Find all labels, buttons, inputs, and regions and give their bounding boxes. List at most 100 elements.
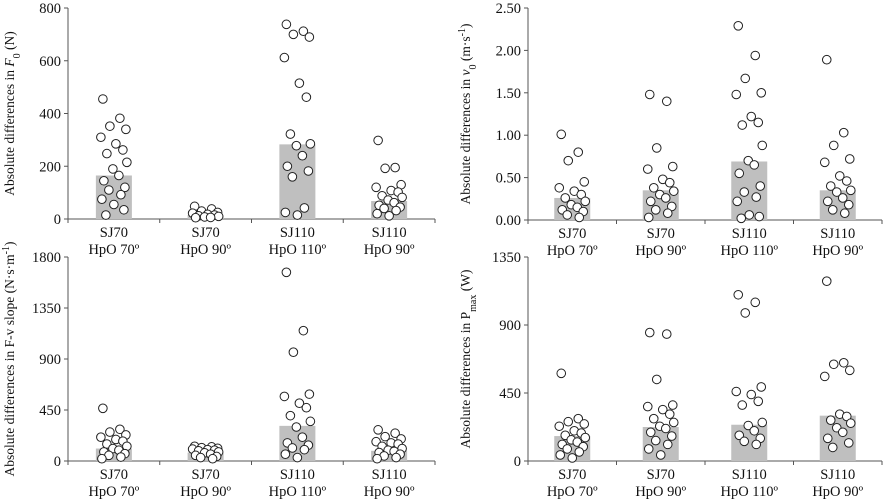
data-point: [213, 211, 224, 222]
data-point: [645, 427, 656, 438]
data-point: [390, 162, 400, 173]
data-point: [379, 203, 389, 214]
data-point: [661, 329, 672, 339]
data-point: [563, 416, 574, 427]
data-point: [828, 359, 839, 370]
data-point: [827, 205, 838, 215]
data-point: [731, 89, 742, 100]
data-point: [750, 297, 761, 308]
data-point: [580, 196, 591, 207]
y-axis-title: Absolute differences in v0 (m·s-1): [457, 23, 479, 204]
bar: [371, 450, 408, 461]
data-point: [573, 147, 584, 157]
data-point: [390, 428, 400, 439]
data-point: [743, 420, 754, 431]
x-tick-label: SJ70: [192, 225, 220, 241]
x-tick-label: HpO 70º: [547, 484, 598, 500]
data-point: [734, 168, 745, 179]
data-point: [299, 203, 310, 213]
y-tick-label: 2.00: [496, 43, 521, 59]
data-point: [567, 453, 578, 463]
data-point: [662, 208, 673, 219]
data-point: [668, 186, 679, 196]
x-tick-label: SJ70: [100, 225, 128, 241]
data-point: [664, 409, 675, 419]
y-tick-label: 1350: [492, 250, 521, 266]
data-point: [843, 438, 854, 448]
data-point: [750, 50, 761, 61]
data-point: [287, 443, 298, 453]
data-point: [834, 171, 845, 181]
data-point: [397, 192, 407, 203]
data-point: [821, 54, 832, 65]
data-point: [96, 432, 106, 443]
data-point: [108, 164, 118, 174]
data-point: [757, 417, 768, 428]
data-point: [299, 444, 310, 455]
data-point: [660, 193, 671, 203]
x-tick-label: SJ110: [280, 467, 315, 483]
data-point: [642, 164, 653, 174]
y-tick-label: 1350: [32, 301, 61, 317]
data-point: [827, 442, 838, 453]
x-tick-label: SJ110: [820, 467, 855, 483]
data-point: [822, 433, 833, 444]
data-point: [297, 150, 308, 161]
data-point: [749, 425, 760, 436]
data-point: [644, 327, 655, 338]
data-point: [105, 121, 115, 131]
data-point: [292, 452, 303, 463]
x-tick-label: SJ70: [558, 467, 586, 483]
x-tick-label: SJ110: [280, 225, 315, 241]
y-tick-label: 600: [39, 54, 61, 70]
data-point: [105, 427, 115, 437]
data-point: [819, 157, 830, 168]
data-point: [291, 422, 302, 432]
data-point: [562, 444, 573, 454]
data-point: [119, 204, 129, 215]
data-point: [651, 374, 662, 385]
y-tick-label: 0.00: [496, 213, 521, 229]
data-point: [282, 161, 293, 172]
x-tick-label: HpO 90º: [364, 484, 415, 500]
data-point: [648, 182, 659, 193]
x-tick-label: SJ110: [372, 467, 407, 483]
data-point: [580, 432, 591, 443]
data-point: [755, 181, 766, 191]
data-point: [305, 416, 316, 427]
data-point: [831, 187, 842, 197]
data-point: [731, 386, 742, 397]
data-point: [555, 450, 566, 460]
data-point: [281, 267, 292, 278]
x-tick-label: HpO 110º: [720, 243, 778, 259]
x-tick-label: HpO 90º: [812, 243, 863, 259]
data-point: [573, 413, 584, 424]
data-point: [737, 120, 748, 130]
data-point: [574, 447, 585, 457]
data-point: [102, 148, 112, 159]
data-point: [98, 403, 108, 414]
data-point: [304, 389, 315, 399]
data-point: [667, 161, 678, 172]
bar: [279, 144, 316, 219]
data-point: [116, 189, 126, 200]
data-point: [749, 160, 760, 170]
x-tick-label: SJ70: [192, 467, 220, 483]
data-point: [288, 29, 299, 40]
data-point: [839, 208, 850, 219]
data-point: [563, 155, 574, 166]
data-point: [279, 391, 290, 402]
data-point: [98, 94, 108, 104]
data-point: [844, 154, 855, 164]
y-tick-label: 1.50: [496, 86, 521, 102]
data-point: [562, 210, 573, 220]
data-point: [291, 140, 302, 151]
data-point: [645, 196, 656, 207]
data-point: [650, 205, 661, 215]
x-tick-label: HpO 90º: [180, 484, 231, 500]
data-point: [560, 193, 571, 203]
data-point: [821, 276, 832, 286]
x-tick-label: HpO 90º: [635, 243, 686, 259]
